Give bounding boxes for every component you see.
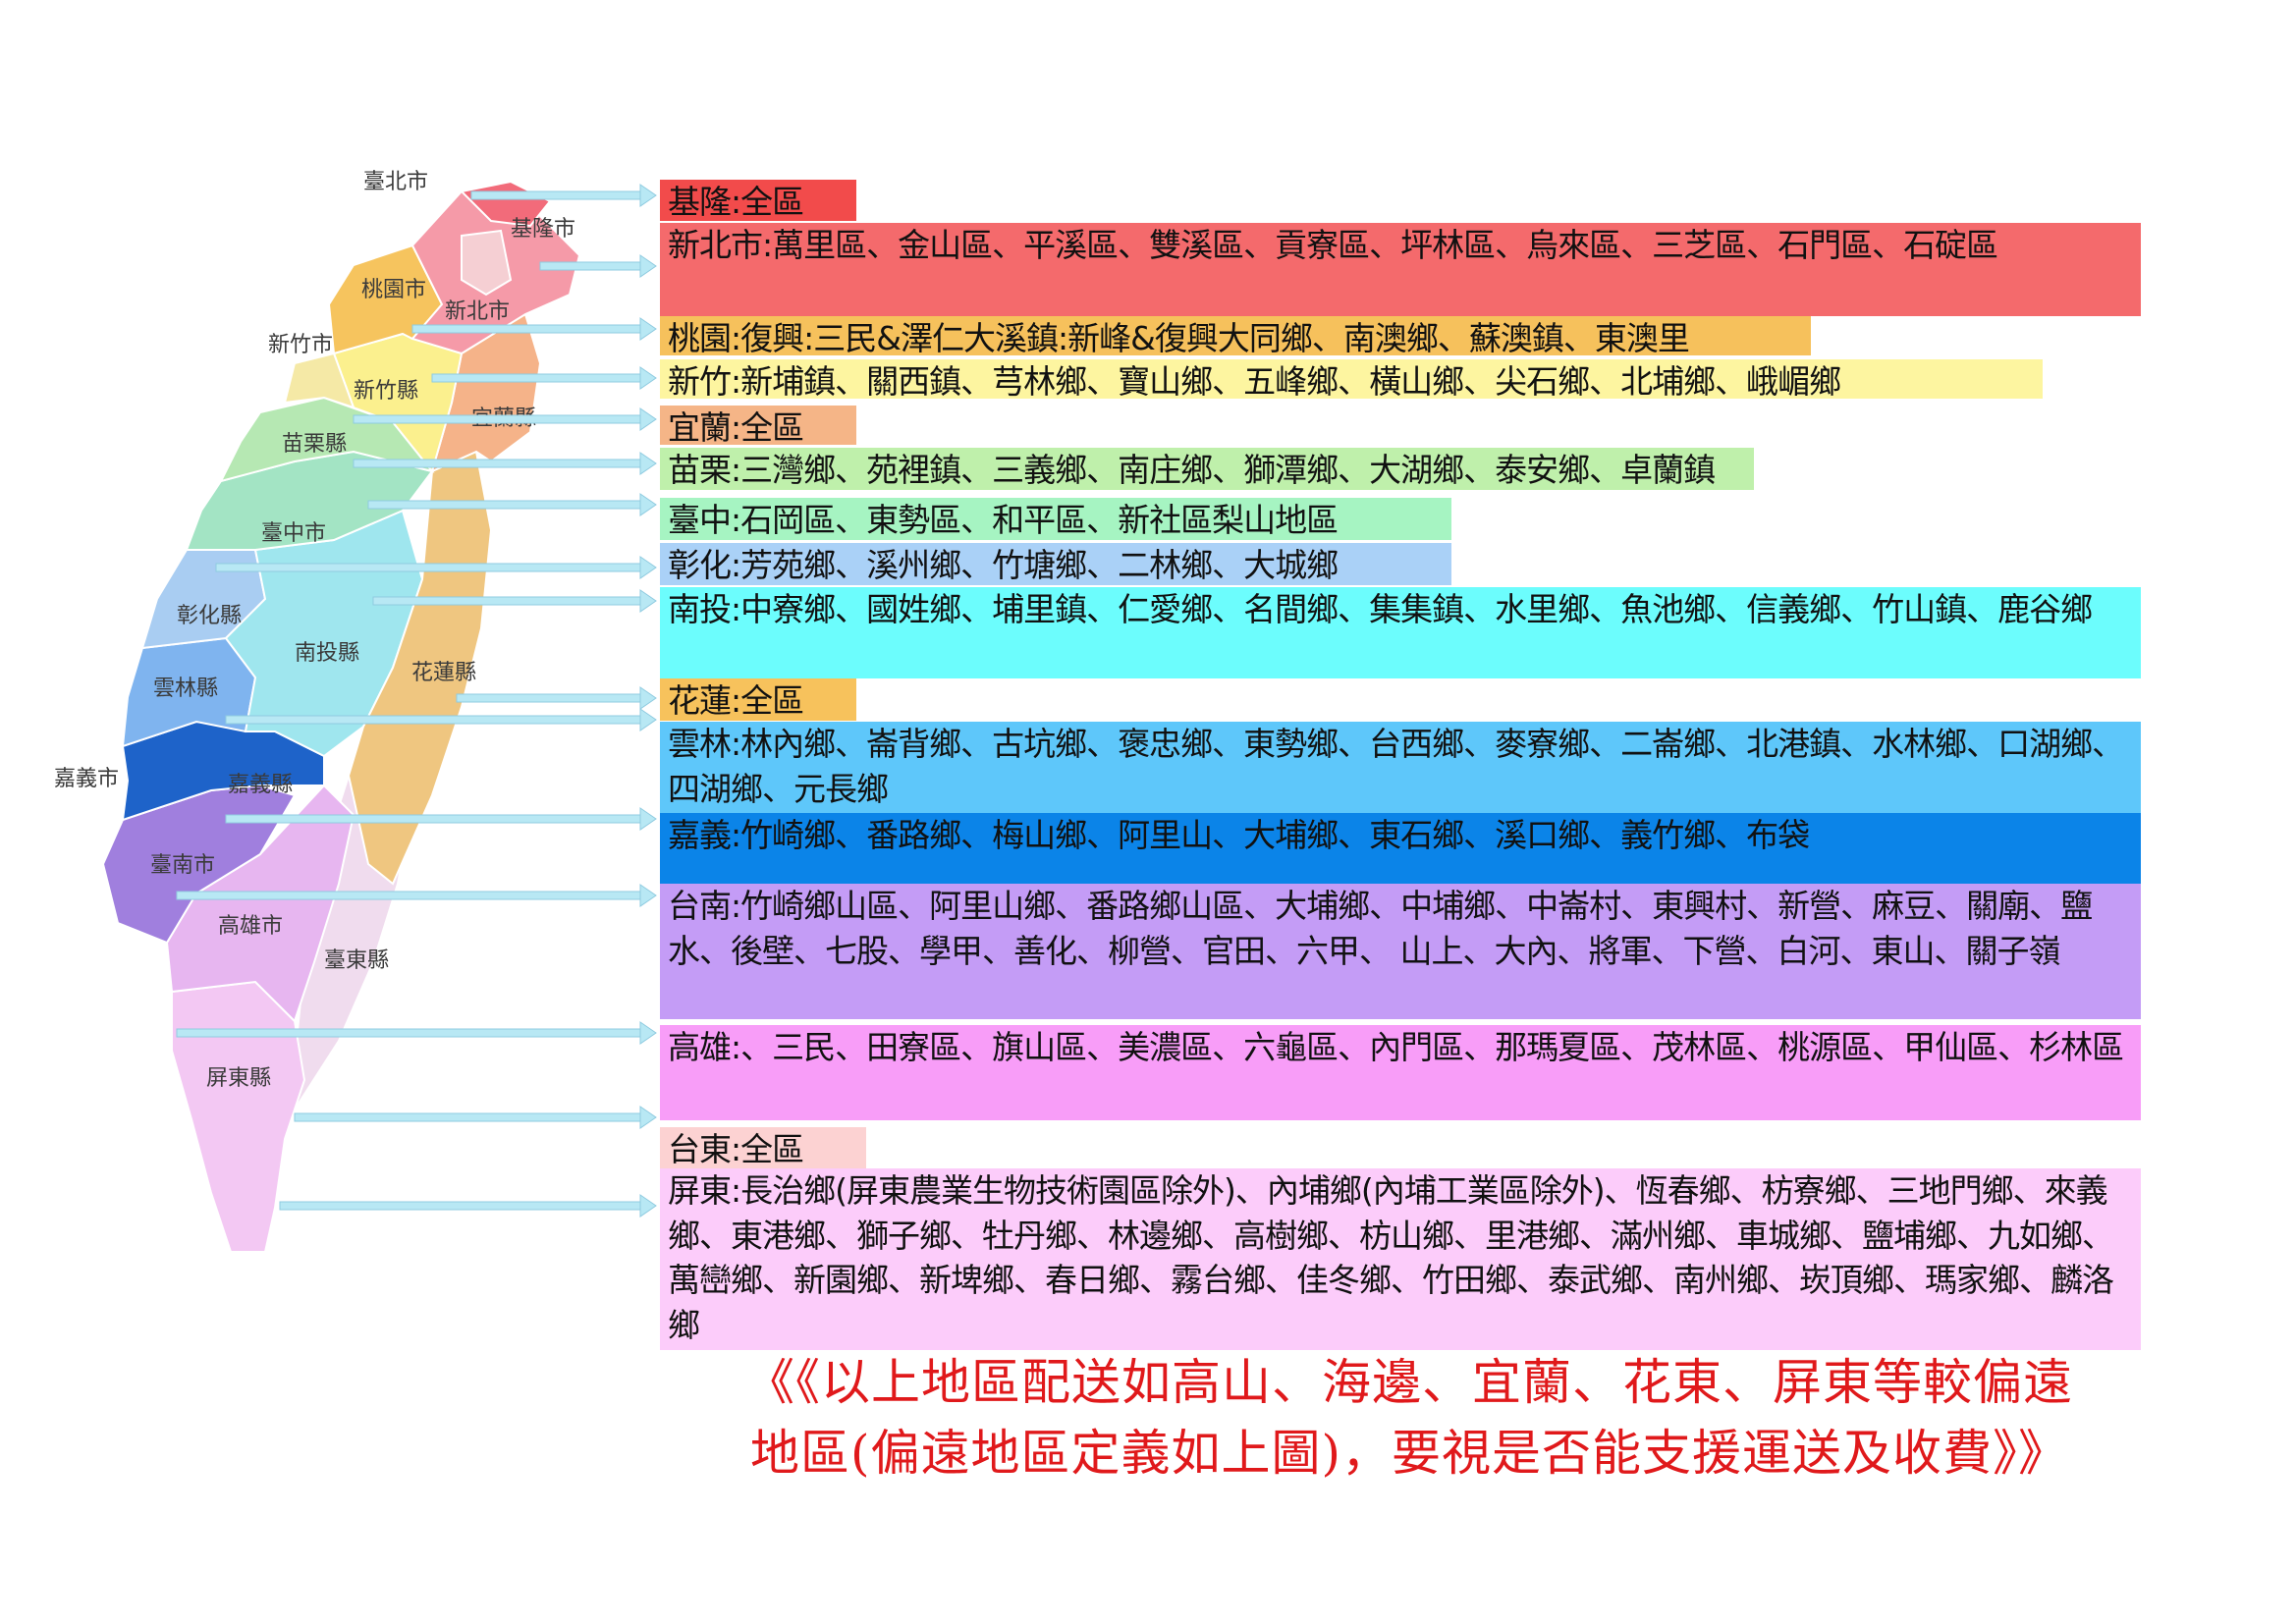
region-entry: 宜蘭:全區: [660, 406, 856, 445]
region-pingtung: [171, 980, 306, 1253]
footer-note-line-2: 地區(偏遠地區定義如上圖)，要視是否能支援運送及收費》》: [749, 1425, 2068, 1482]
label-yunlin-county: 雲林縣: [153, 677, 218, 701]
label-taichung-city: 臺中市: [261, 521, 326, 546]
callout-arrow: [367, 493, 657, 516]
label-taoyuan-city: 桃園市: [361, 278, 426, 302]
label-chiayi-county: 嘉義縣: [228, 773, 293, 797]
label-hsinchu-city: 新竹市: [268, 333, 333, 357]
region-entry: 新竹:新埔鎮、關西鎮、芎林鄉、寶山鄉、五峰鄉、橫山鄉、尖石鄉、北埔鄉、峨嵋鄉: [660, 359, 2043, 399]
label-keelung-city: 基隆市: [511, 217, 575, 242]
label-chiayi-city: 嘉義市: [54, 767, 119, 791]
label-kaohsiung-city: 高雄市: [218, 914, 283, 939]
callout-arrow: [225, 708, 657, 731]
label-pingtung-county: 屏東縣: [206, 1066, 271, 1091]
callout-arrow: [431, 366, 657, 390]
region-entry: 台東:全區: [660, 1127, 866, 1168]
callout-arrow: [539, 254, 657, 278]
region-entry: 彰化:芳苑鄉、溪州鄉、竹塘鄉、二林鄉、大城鄉: [660, 543, 1451, 585]
region-entry: 臺中:石岡區、東勢區、和平區、新社區梨山地區: [660, 498, 1451, 540]
region-entry: 高雄:、三民、田寮區、旗山區、美濃區、六龜區、內門區、那瑪夏區、茂林區、桃源區、…: [660, 1025, 2141, 1120]
footer-note-line-1: 《《以上地區配送如高山、海邊、宜蘭、花東、屏東等較偏遠: [745, 1354, 2073, 1411]
label-hsinchu-county: 新竹縣: [354, 379, 418, 404]
callout-arrow: [176, 1021, 657, 1045]
region-entry: 基隆:全區: [660, 180, 856, 221]
callout-arrow: [176, 884, 657, 907]
callout-arrow: [294, 1106, 657, 1129]
region-entry: 桃園:復興:三民&澤仁大溪鎮:新峰&復興大同鄉、南澳鄉、蘇澳鎮、東澳里: [660, 316, 1811, 355]
label-changhua-county: 彰化縣: [177, 604, 242, 628]
callout-arrows: [176, 184, 657, 1218]
callout-arrow: [372, 589, 657, 613]
region-entry: 雲林:林內鄉、崙背鄉、古坑鄉、褒忠鄉、東勢鄉、台西鄉、麥寮鄉、二崙鄉、北港鎮、水…: [660, 722, 2141, 813]
label-taitung-county: 臺東縣: [324, 948, 389, 973]
label-nantou-county: 南投縣: [295, 641, 359, 666]
region-entry: 花蓮:全區: [660, 678, 856, 721]
callout-arrow: [353, 407, 657, 431]
region-hsinchu-city: [283, 352, 355, 409]
region-entry: 苗栗:三灣鄉、苑裡鎮、三義鄉、南庄鄉、獅潭鄉、大湖鄉、泰安鄉、卓蘭鎮: [660, 448, 1754, 490]
callout-arrow: [279, 1194, 657, 1218]
region-entry: 嘉義:竹崎鄉、番路鄉、梅山鄉、阿里山、大埔鄉、東石鄉、溪口鄉、義竹鄉、布袋: [660, 813, 2141, 884]
callout-arrow: [353, 452, 657, 475]
region-entry: 新北市:萬里區、金山區、平溪區、雙溪區、貢寮區、坪林區、烏來區、三芝區、石門區、…: [660, 223, 2141, 316]
callout-arrow: [225, 807, 657, 831]
region-taipei: [461, 229, 513, 297]
region-entry: 台南:竹崎鄉山區、阿里山鄉、番路鄉山區、大埔鄉、中埔鄉、中崙村、東興村、新營、麻…: [660, 884, 2141, 1019]
callout-arrow: [456, 686, 657, 710]
label-tainan-city: 臺南市: [150, 853, 215, 878]
callout-arrow: [411, 317, 657, 341]
footer-note: 《《以上地區配送如高山、海邊、宜蘭、花東、屏東等較偏遠 地區(偏遠地區定義如上圖…: [678, 1347, 2141, 1489]
label-taipei-city: 臺北市: [363, 170, 428, 194]
callout-arrow: [470, 184, 657, 207]
label-new-taipei-city: 新北市: [445, 299, 510, 324]
callout-arrow: [215, 556, 657, 579]
region-entry: 南投:中寮鄉、國姓鄉、埔里鎮、仁愛鄉、名間鄉、集集鎮、水里鄉、魚池鄉、信義鄉、竹…: [660, 587, 2141, 678]
label-hualien-county: 花蓮縣: [411, 661, 476, 685]
region-kaohsiung: [165, 784, 355, 1023]
map-labels: 臺北市 基隆市 桃園市 新北市 新竹市 新竹縣 宜蘭縣 苗栗縣 臺中市 彰化縣 …: [54, 170, 575, 1091]
region-entry: 屏東:長治鄉(屏東農業生物技術園區除外)、內埔鄉(內埔工業區除外)、恆春鄉、枋寮…: [660, 1168, 2141, 1350]
label-miaoli-county: 苗栗縣: [282, 432, 347, 457]
region-hualien: [347, 450, 493, 886]
